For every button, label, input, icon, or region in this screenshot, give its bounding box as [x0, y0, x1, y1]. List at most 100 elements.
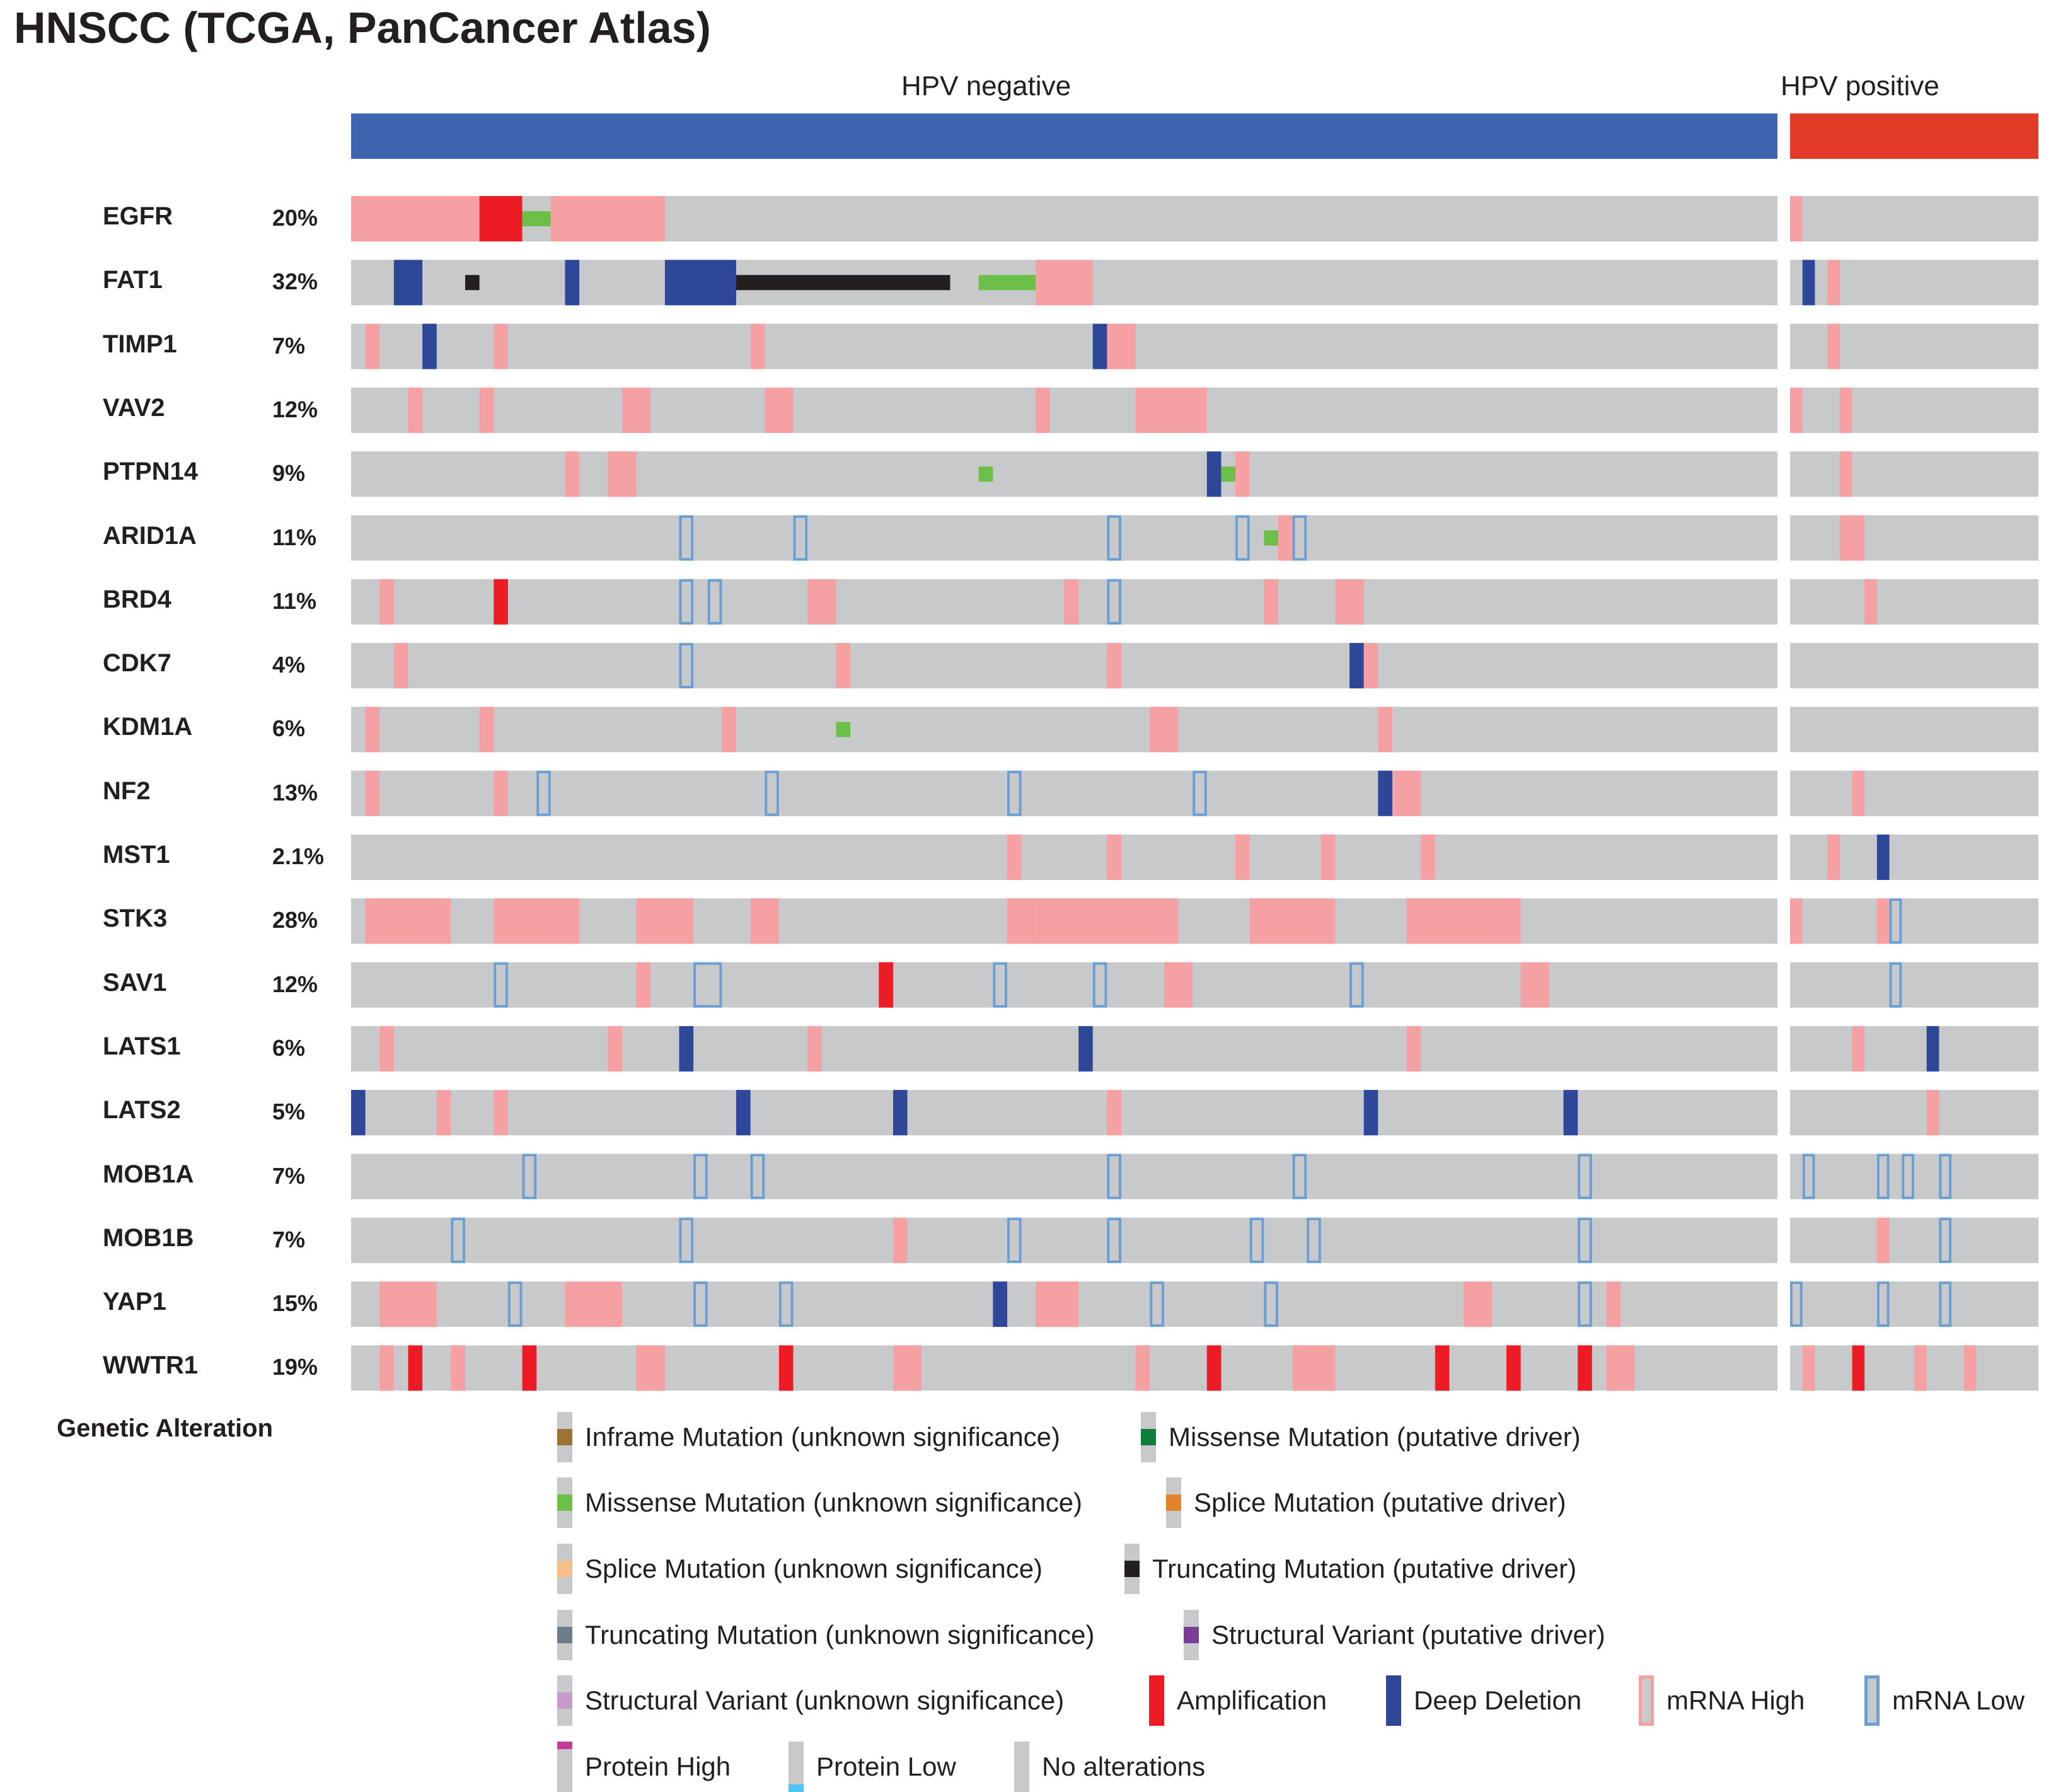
- alteration-lats2-5: [1107, 1090, 1122, 1136]
- alteration-brd4-7: [1264, 579, 1278, 625]
- alteration-lats1-2: [679, 1026, 694, 1072]
- alteration-yap1-1: [507, 1281, 523, 1327]
- alteration-arid1a-2: [1107, 515, 1122, 561]
- alteration-cdk7-1: [679, 643, 694, 689]
- alteration-sav1-5: [1092, 962, 1107, 1008]
- gene-label-brd4: BRD4: [103, 585, 171, 613]
- alteration-mob1a-1: [693, 1153, 708, 1199]
- track-kdm1a-hpv-positive: [1790, 707, 2038, 753]
- alteration-timp1-5: [1107, 323, 1136, 369]
- alteration-sav1-4: [993, 962, 1007, 1008]
- legend-swatch: [557, 1412, 572, 1462]
- gene-percent-yap1: 15%: [272, 1290, 318, 1317]
- alteration-stk3-0: [365, 898, 451, 944]
- alteration-wwtr1-6: [893, 1345, 922, 1391]
- alteration-brd4-8: [1335, 579, 1364, 625]
- track-mst1-hpv-negative: [351, 835, 1777, 880]
- alteration-timp1-6: [1827, 323, 1840, 369]
- gene-percent-wwtr1: 19%: [272, 1354, 318, 1380]
- legend-label: Deep Deletion: [1414, 1685, 1582, 1715]
- alteration-yap1-10: [1578, 1281, 1592, 1327]
- track-arid1a-hpv-positive: [1790, 515, 2038, 561]
- alteration-brd4-9: [1864, 579, 1877, 625]
- alteration-vav2-2: [621, 387, 651, 433]
- alteration-yap1-7: [1150, 1281, 1164, 1327]
- alteration-egfr-0: [351, 196, 480, 241]
- gene-label-mst1: MST1: [103, 841, 170, 869]
- alteration-stk3-7: [1406, 898, 1521, 944]
- alteration-wwtr1-5: [778, 1345, 794, 1391]
- alteration-mob1a-7: [1876, 1153, 1890, 1199]
- gene-label-yap1: YAP1: [103, 1288, 166, 1316]
- alteration-egfr-3: [550, 196, 665, 241]
- legend-label: Structural Variant (putative driver): [1211, 1620, 1605, 1650]
- alteration-stk3-5: [1036, 898, 1179, 944]
- alteration-cdk7-0: [393, 643, 408, 689]
- alteration-nf2-1: [494, 770, 508, 816]
- alteration-yap1-12: [1790, 1281, 1803, 1327]
- alteration-lats1-6: [1852, 1026, 1865, 1072]
- alteration-fat1-5: [978, 275, 1036, 291]
- track-ptpn14-hpv-negative: [351, 451, 1777, 497]
- track-lats1-hpv-positive: [1790, 1026, 2038, 1072]
- alteration-lats1-5: [1406, 1026, 1421, 1072]
- alteration-stk3-6: [1249, 898, 1336, 944]
- alteration-stk3-1: [494, 898, 580, 944]
- gene-percent-arid1a: 11%: [272, 524, 317, 550]
- legend-swatch: [557, 1742, 572, 1792]
- group-bar-hpv-positive: [1790, 113, 2038, 159]
- alteration-brd4-0: [379, 579, 394, 625]
- alteration-egfr-1: [479, 196, 523, 241]
- gene-label-fat1: FAT1: [103, 266, 163, 294]
- legend-label: Structural Variant (unknown significance…: [585, 1685, 1065, 1715]
- alteration-fat1-4: [736, 275, 950, 291]
- alteration-lats2-8: [1926, 1090, 1939, 1136]
- alteration-mob1b-7: [1578, 1217, 1592, 1263]
- alteration-stk3-3: [750, 898, 779, 944]
- alteration-arid1a-6: [1292, 515, 1307, 561]
- legend-item-0: Inframe Mutation (unknown significance): [557, 1412, 1060, 1462]
- alteration-kdm1a-4: [1150, 707, 1179, 753]
- alteration-fat1-8: [1827, 260, 1840, 306]
- track-yap1-hpv-positive: [1790, 1281, 2038, 1327]
- track-lats1-hpv-negative: [351, 1026, 1777, 1072]
- alteration-lats1-7: [1926, 1026, 1939, 1072]
- alteration-wwtr1-7: [1135, 1345, 1150, 1391]
- track-stk3-hpv-positive: [1790, 898, 2038, 944]
- alteration-nf2-0: [365, 770, 380, 816]
- alteration-vav2-0: [408, 387, 423, 433]
- track-vav2-hpv-negative: [351, 387, 1777, 433]
- gene-percent-mst1: 2.1%: [272, 843, 325, 869]
- legend-label: No alterations: [1042, 1752, 1206, 1781]
- gene-percent-ptpn14: 9%: [272, 460, 306, 487]
- alteration-sav1-3: [879, 962, 893, 1008]
- alteration-wwtr1-4: [636, 1345, 665, 1391]
- gene-percent-cdk7: 4%: [272, 652, 306, 678]
- alteration-cdk7-5: [1363, 643, 1378, 689]
- legend-item-11: mRNA High: [1639, 1675, 1805, 1726]
- alteration-lats1-1: [608, 1026, 622, 1072]
- legend-item-5: Truncating Mutation (putative driver): [1124, 1544, 1576, 1594]
- alteration-sav1-6: [1164, 962, 1193, 1008]
- alteration-mst1-6: [1876, 835, 1890, 880]
- track-vav2-hpv-positive: [1790, 387, 2038, 433]
- gene-label-mob1a: MOB1A: [103, 1160, 194, 1188]
- alteration-wwtr1-16: [1914, 1345, 1927, 1391]
- legend-swatch: [789, 1742, 804, 1792]
- alteration-nf2-2: [536, 770, 551, 816]
- alteration-brd4-1: [494, 579, 508, 625]
- gene-percent-lats2: 5%: [272, 1099, 306, 1125]
- gene-label-vav2: VAV2: [103, 393, 165, 422]
- alteration-mob1b-3: [1007, 1217, 1022, 1263]
- gene-percent-stk3: 28%: [272, 907, 318, 934]
- alteration-lats2-7: [1563, 1090, 1578, 1136]
- track-sav1-hpv-positive: [1790, 962, 2038, 1008]
- legend-label: Amplification: [1177, 1685, 1327, 1715]
- legend-title: Genetic Alteration: [57, 1414, 274, 1442]
- track-mob1b-hpv-negative: [351, 1217, 1777, 1263]
- alteration-yap1-11: [1606, 1281, 1621, 1327]
- alteration-fat1-2: [565, 260, 580, 306]
- alteration-wwtr1-9: [1292, 1345, 1336, 1391]
- gene-label-lats2: LATS2: [103, 1096, 181, 1124]
